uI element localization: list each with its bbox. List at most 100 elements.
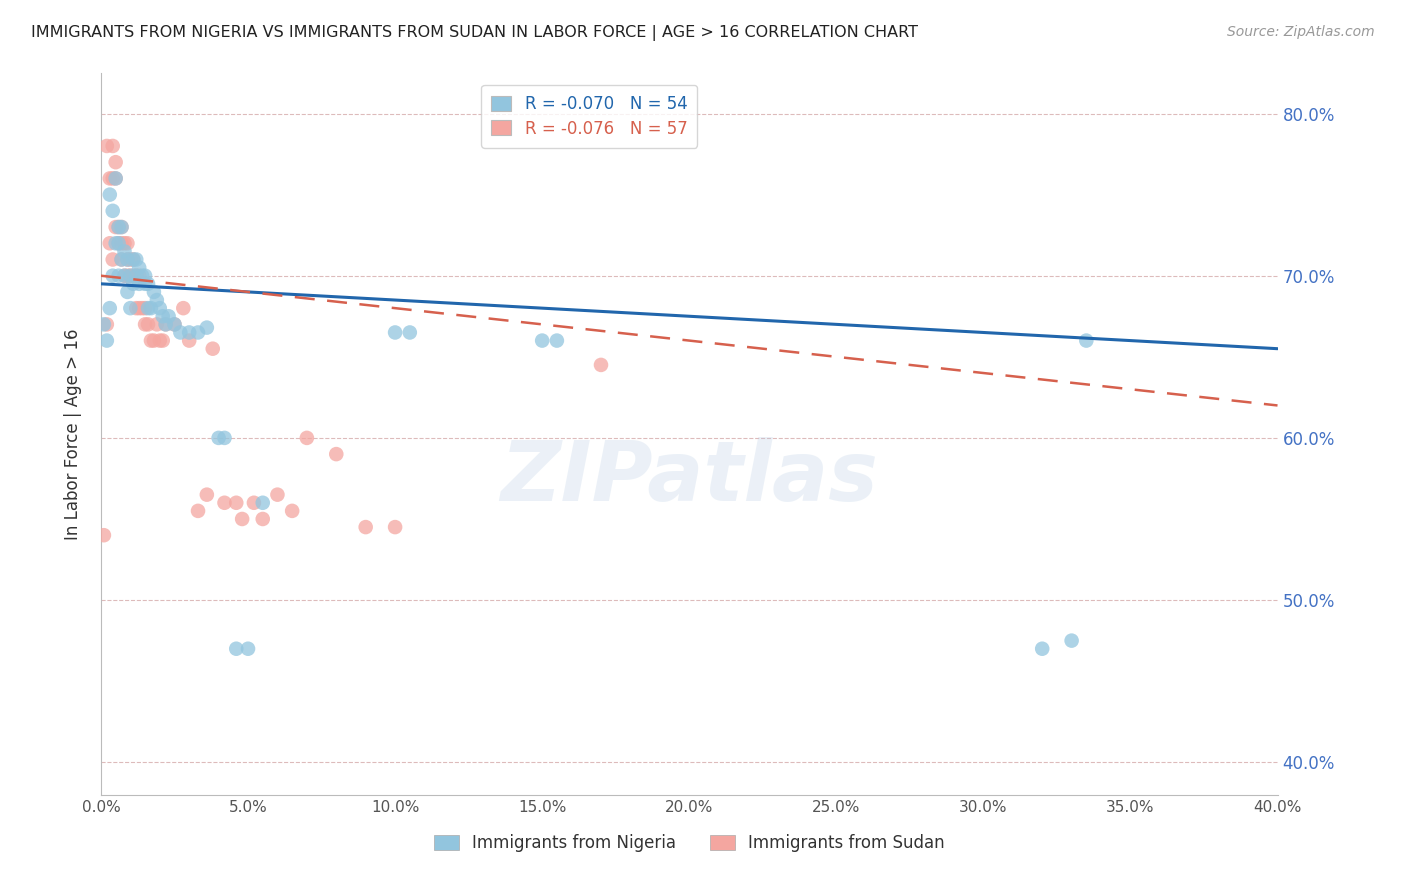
Point (384, 520, 406, 534)
Point (1031, 641, 1053, 656)
Point (104, 236, 127, 251)
Point (114, 268, 136, 283)
Point (110, 220, 132, 235)
Point (134, 268, 156, 283)
Point (136, 277, 159, 291)
Point (125, 268, 148, 283)
Point (134, 301, 156, 315)
Point (117, 236, 139, 251)
Point (152, 310, 174, 324)
Point (131, 301, 153, 315)
Point (122, 252, 145, 267)
Point (163, 318, 186, 332)
Point (295, 431, 318, 445)
Point (231, 512, 253, 526)
Point (104, 220, 127, 235)
Point (157, 310, 180, 324)
Point (163, 318, 186, 332)
Point (225, 496, 247, 510)
Point (152, 334, 174, 348)
Point (252, 512, 274, 526)
Point (187, 326, 209, 340)
Point (107, 236, 129, 251)
Point (214, 496, 236, 510)
Point (101, 139, 124, 153)
Point (139, 301, 162, 315)
Point (179, 334, 201, 348)
Point (96, 334, 118, 348)
Point (110, 236, 132, 251)
Point (398, 326, 420, 340)
Point (107, 220, 129, 235)
Point (114, 236, 136, 251)
Point (93, 528, 115, 542)
Point (98, 187, 121, 202)
Point (107, 236, 129, 251)
Point (110, 252, 132, 267)
Point (589, 358, 612, 372)
Point (101, 268, 124, 283)
Point (136, 301, 159, 315)
Point (325, 447, 347, 461)
Point (128, 268, 150, 283)
Point (122, 268, 145, 283)
Point (252, 496, 274, 510)
Point (98, 171, 121, 186)
Point (384, 326, 406, 340)
Point (179, 326, 201, 340)
Point (122, 277, 145, 291)
Point (125, 268, 148, 283)
Text: IMMIGRANTS FROM NIGERIA VS IMMIGRANTS FROM SUDAN IN LABOR FORCE | AGE > 16 CORRE: IMMIGRANTS FROM NIGERIA VS IMMIGRANTS FR… (31, 25, 918, 41)
Text: ZIPatlas: ZIPatlas (501, 437, 879, 517)
Point (155, 318, 177, 332)
Point (1060, 633, 1083, 648)
Point (531, 334, 554, 348)
Point (146, 318, 169, 332)
Point (195, 320, 218, 334)
Point (131, 268, 153, 283)
Point (117, 252, 139, 267)
Point (114, 244, 136, 259)
Point (142, 285, 165, 299)
Point (98, 301, 121, 315)
Point (169, 326, 191, 340)
Point (98, 236, 121, 251)
Point (120, 268, 142, 283)
Point (187, 504, 209, 518)
Point (136, 318, 159, 332)
Point (128, 301, 150, 315)
Point (128, 260, 150, 275)
Point (104, 155, 127, 169)
Point (125, 252, 148, 267)
Legend: R = -0.070   N = 54, R = -0.076   N = 57: R = -0.070 N = 54, R = -0.076 N = 57 (481, 85, 697, 147)
Text: Source: ZipAtlas.com: Source: ZipAtlas.com (1227, 25, 1375, 39)
Point (201, 342, 224, 356)
Point (101, 171, 124, 186)
Point (120, 301, 142, 315)
Point (207, 431, 229, 445)
Point (1076, 334, 1098, 348)
Point (266, 488, 288, 502)
Point (120, 268, 142, 283)
Point (120, 252, 142, 267)
Point (546, 334, 568, 348)
Point (155, 318, 177, 332)
Point (114, 268, 136, 283)
Point (122, 252, 145, 267)
Point (107, 268, 129, 283)
Point (125, 301, 148, 315)
Point (110, 220, 132, 235)
Point (236, 641, 259, 656)
Point (139, 334, 162, 348)
Point (214, 431, 236, 445)
Point (101, 252, 124, 267)
Point (93, 318, 115, 332)
Point (354, 520, 377, 534)
Point (149, 301, 172, 315)
Point (96, 318, 118, 332)
Point (128, 277, 150, 291)
Point (96, 139, 118, 153)
Point (146, 293, 169, 307)
Point (110, 252, 132, 267)
Point (225, 641, 247, 656)
